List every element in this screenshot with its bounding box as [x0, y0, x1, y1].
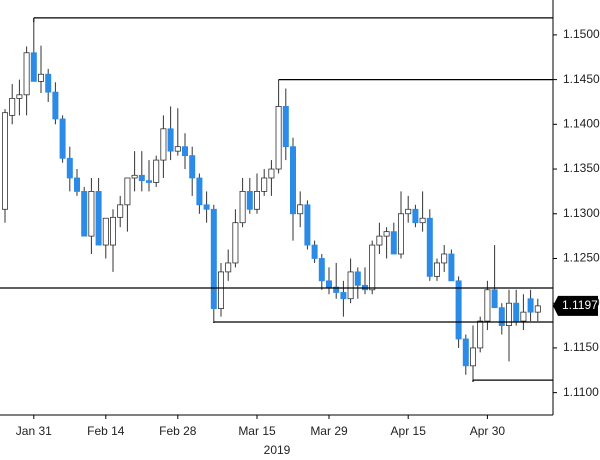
candle-body	[153, 159, 160, 183]
y-tick-label: 1.1450	[563, 72, 600, 86]
candle-body	[289, 146, 296, 215]
candle-body	[383, 231, 390, 237]
candle-body	[232, 222, 239, 264]
candle-body	[390, 231, 397, 255]
candle-body	[268, 168, 275, 179]
candle-body	[2, 112, 8, 210]
candle-body	[45, 73, 52, 93]
candle-body	[534, 305, 541, 313]
x-axis-label: 2019	[264, 443, 291, 457]
candle-body	[354, 271, 361, 286]
candle-body	[448, 253, 455, 282]
candle-body	[196, 177, 203, 206]
candle-body	[261, 177, 268, 192]
candle-body	[239, 191, 246, 224]
candle-body	[81, 191, 88, 237]
candle-body	[376, 235, 383, 246]
candle-body	[110, 216, 117, 246]
candle-body	[340, 292, 347, 300]
candle-body	[397, 213, 404, 255]
candle-body	[16, 94, 23, 99]
candle-body	[181, 146, 188, 157]
candle-body	[117, 204, 124, 218]
candle-body	[419, 217, 426, 224]
y-tick-label: 1.1400	[563, 116, 600, 130]
y-tick-label: 1.1500	[563, 27, 600, 41]
candle-body	[59, 118, 66, 159]
candle-body	[66, 157, 73, 179]
candle-body	[189, 155, 196, 179]
candle-body	[225, 262, 232, 273]
y-tick-label: 1.1250	[563, 251, 600, 265]
candle-body	[347, 271, 354, 300]
candle-body	[498, 307, 505, 326]
candle-body	[469, 347, 476, 367]
candle-body	[441, 253, 448, 264]
candle-body	[477, 320, 484, 349]
price-tag-label: 1.1197	[562, 298, 598, 312]
candle-body	[412, 208, 419, 224]
candle-body	[52, 91, 59, 120]
candle-body	[433, 262, 440, 277]
candle-body	[282, 106, 289, 148]
candle-body	[203, 204, 210, 210]
x-tick-label: Feb 28	[159, 424, 197, 438]
candle-body	[527, 298, 534, 313]
y-tick-label: 1.1100	[563, 385, 599, 399]
x-tick-label: Jan 31	[16, 424, 52, 438]
candle-body	[297, 204, 304, 215]
candle-body	[23, 52, 30, 96]
candle-body	[311, 244, 318, 259]
candle-body	[369, 244, 376, 291]
candle-body	[275, 106, 282, 170]
candle-body	[253, 191, 260, 210]
candle-body	[38, 73, 45, 82]
candle-body	[160, 128, 167, 161]
candle-body	[9, 97, 16, 116]
candle-body	[138, 174, 145, 182]
x-tick-label: Mar 29	[310, 424, 348, 438]
candle-body	[520, 311, 527, 322]
price-tag	[553, 295, 598, 316]
candle-body	[304, 204, 311, 246]
candle-body	[325, 280, 332, 288]
x-tick-label: Apr 30	[470, 424, 506, 438]
y-tick-label: 1.1350	[563, 161, 600, 175]
x-tick-label: Mar 15	[238, 424, 276, 438]
candle-body	[88, 191, 95, 237]
candle-body	[124, 177, 131, 206]
candle-body	[131, 174, 138, 179]
candle-body	[74, 177, 81, 192]
x-tick-label: Apr 15	[391, 424, 427, 438]
candle-body	[513, 302, 520, 322]
y-tick-label: 1.1150	[563, 340, 599, 354]
candle-body	[174, 146, 181, 152]
candle-body	[426, 217, 433, 277]
candle-body	[333, 286, 340, 293]
candle-body	[318, 258, 325, 282]
candle-body	[405, 208, 412, 215]
candle-body	[30, 52, 37, 82]
x-tick-label: Feb 14	[87, 424, 125, 438]
y-tick-label: 1.1300	[563, 206, 600, 220]
candle-body	[491, 289, 498, 309]
candle-body	[505, 302, 512, 326]
candle-body	[210, 208, 217, 309]
candle-body	[145, 180, 152, 183]
candle-body	[484, 289, 491, 322]
candle-body	[246, 191, 253, 210]
candle-body	[167, 128, 174, 152]
candle-body	[455, 280, 462, 340]
candle-body	[95, 191, 102, 246]
candle-body	[462, 338, 469, 367]
candle-body	[217, 271, 224, 309]
candle-body	[102, 217, 109, 246]
